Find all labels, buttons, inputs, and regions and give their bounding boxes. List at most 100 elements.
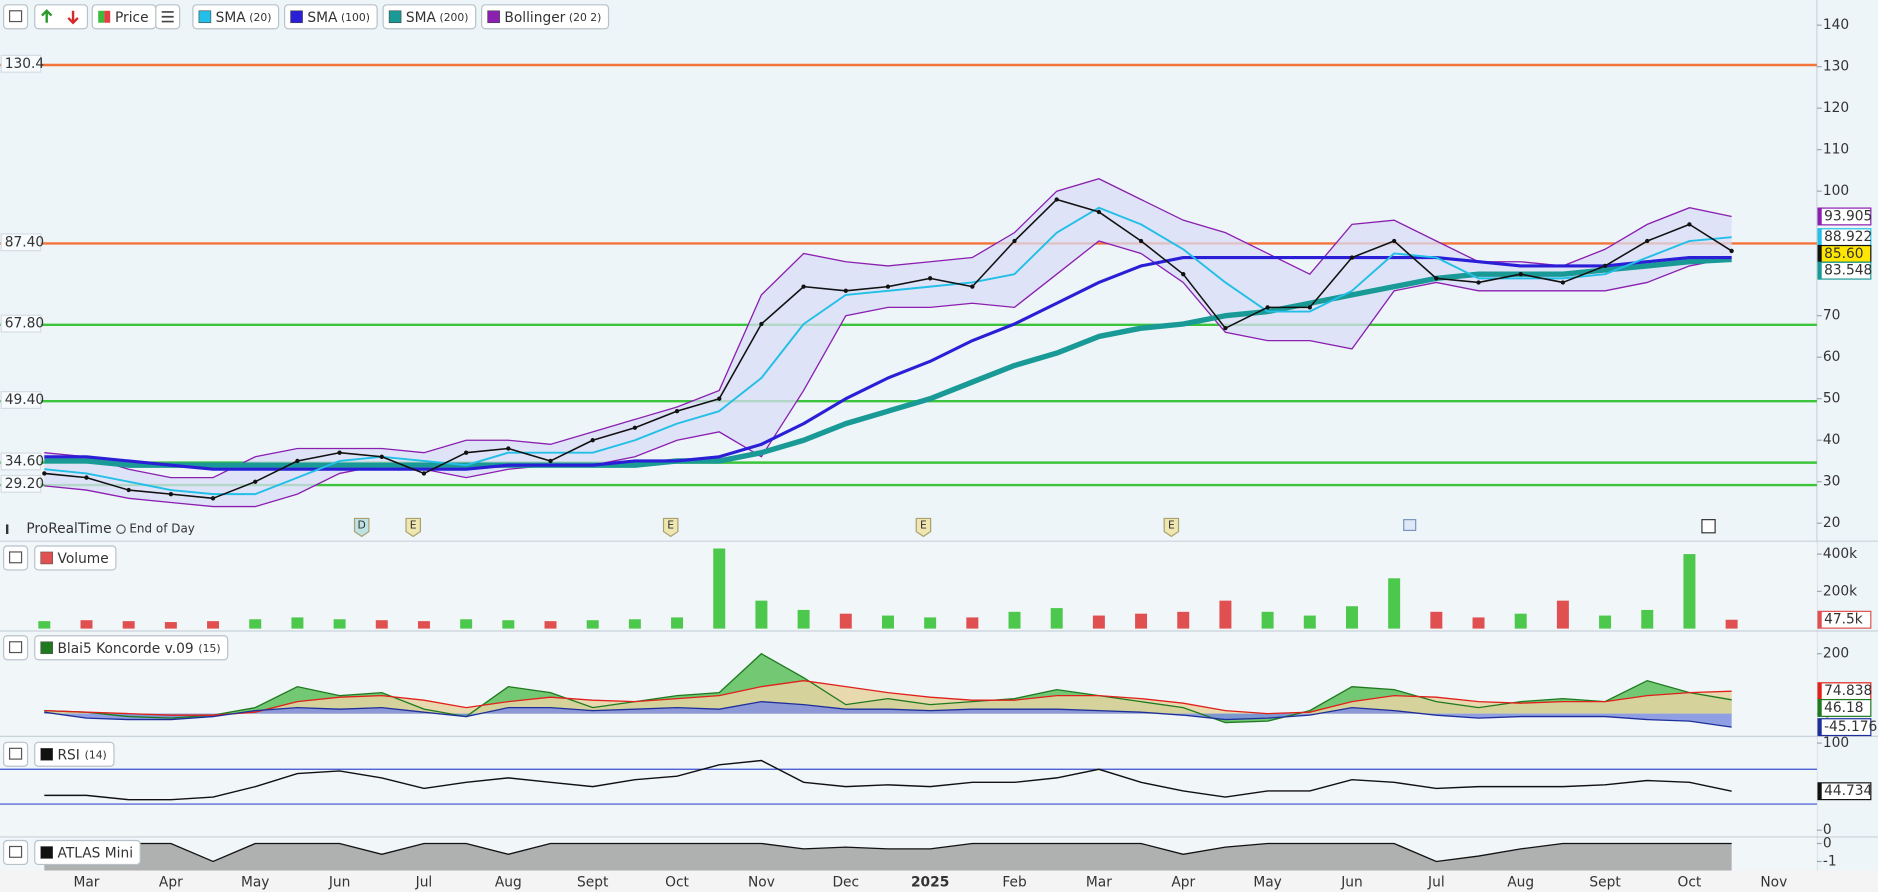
x-tick-label: Jun (1340, 874, 1363, 890)
indicator-button[interactable] (34, 545, 117, 571)
last-value-label: 47.5k (1824, 612, 1863, 628)
price-point (927, 276, 933, 281)
legend-button[interactable] (481, 4, 610, 30)
x-tick-label: Jul (415, 874, 433, 890)
x-tick-label: Apr (1171, 874, 1195, 890)
last-value-label: 83.548 (1824, 263, 1872, 279)
y-tick-label: 110 (1823, 142, 1849, 158)
volume-bar (1388, 578, 1401, 629)
x-tick-label: Aug (1507, 874, 1534, 890)
price-point (1560, 280, 1566, 285)
last-value-tag (1818, 718, 1822, 736)
window-button[interactable] (2, 741, 29, 767)
volume-bar (122, 621, 135, 629)
window-icon (8, 747, 23, 760)
window-button[interactable] (2, 839, 29, 866)
y-tick-label: 100 (1823, 183, 1849, 199)
direction-button[interactable] (34, 4, 89, 30)
window-button[interactable] (2, 545, 29, 571)
volume-bar (1641, 609, 1654, 629)
volume-bar (713, 548, 726, 629)
indicator-color (40, 641, 53, 655)
last-value-tag (1818, 245, 1822, 263)
price-point (1349, 255, 1355, 260)
volume-bar (1725, 619, 1738, 629)
volume-bar (881, 615, 894, 629)
price-point (379, 454, 384, 459)
window-icon (8, 845, 23, 858)
series-line (44, 680, 1732, 716)
info-icon[interactable] (1701, 519, 1716, 534)
price-point (210, 496, 216, 501)
event-marker[interactable] (915, 517, 932, 538)
volume-bar (460, 619, 473, 629)
panel-background (0, 542, 1817, 631)
news-icon[interactable] (1403, 519, 1417, 532)
price-point (506, 446, 511, 451)
volume-bar (1135, 613, 1148, 629)
x-tick-label: May (241, 874, 269, 890)
level-label-box (0, 474, 42, 493)
price-point (759, 321, 764, 327)
y-tick-label: 140 (1823, 17, 1849, 33)
legend-button[interactable] (192, 4, 280, 30)
panel-legend: ATLAS Mini (2, 839, 141, 866)
legend-button[interactable] (382, 4, 477, 30)
price-point (1307, 305, 1312, 310)
sma-line (44, 206, 1732, 496)
volume-bar (1219, 600, 1232, 629)
x-tick-label: Oct (665, 874, 689, 890)
event-marker[interactable] (353, 517, 370, 538)
area-fill (44, 680, 1732, 716)
indicator-button[interactable] (34, 635, 229, 661)
legend-name: Price (115, 10, 149, 26)
event-marker[interactable] (1163, 517, 1180, 538)
last-value-tag (1818, 208, 1822, 225)
price-point (1054, 197, 1059, 202)
price-point (84, 475, 89, 480)
price-point (970, 284, 975, 289)
price-point (1476, 280, 1481, 285)
indicator-button[interactable] (34, 741, 115, 767)
volume-bar (1050, 608, 1063, 629)
legend-swatch (290, 10, 303, 24)
x-tick-label: Mar (1086, 874, 1112, 890)
price-point (885, 284, 891, 289)
indicator-button[interactable] (34, 839, 141, 866)
y-tick-label: 0 (1823, 836, 1832, 852)
price-point (463, 450, 469, 455)
window-button[interactable] (2, 4, 29, 30)
x-axis-band (0, 870, 1878, 892)
volume-bar (671, 617, 684, 629)
x-tick-label: Apr (159, 874, 183, 890)
x-tick-label: Jun (328, 874, 351, 890)
legend-params: (200) (440, 11, 469, 24)
volume-bar (1177, 611, 1190, 629)
indicator-color (40, 846, 53, 859)
y-tick-label: 120 (1823, 100, 1849, 116)
price-point (717, 396, 722, 401)
event-marker[interactable] (662, 517, 679, 538)
panel-legend: Volume (2, 545, 117, 571)
mode-name: End of Day (129, 522, 195, 536)
window-button[interactable] (2, 635, 29, 661)
legend-swatch (487, 10, 500, 24)
price-point (1181, 272, 1186, 277)
legend-button[interactable] (283, 4, 378, 30)
legend-params: (20) (249, 11, 271, 24)
level-label: 34.60 (5, 453, 44, 469)
volume-bar (502, 620, 515, 629)
price-point (421, 471, 427, 476)
indicator-name: ATLAS Mini (57, 846, 133, 862)
event-marker[interactable] (405, 517, 421, 538)
volume-bar (1514, 613, 1527, 629)
event-label: E (920, 519, 927, 532)
y-tick-label: -1 (1823, 853, 1837, 869)
x-tick-label: Jul (1427, 874, 1445, 890)
price-point (674, 409, 680, 414)
x-tick-label: Dec (832, 874, 859, 890)
level-label-box (0, 391, 42, 409)
legend-swatch (98, 10, 105, 23)
last-value-tag (1818, 699, 1822, 717)
